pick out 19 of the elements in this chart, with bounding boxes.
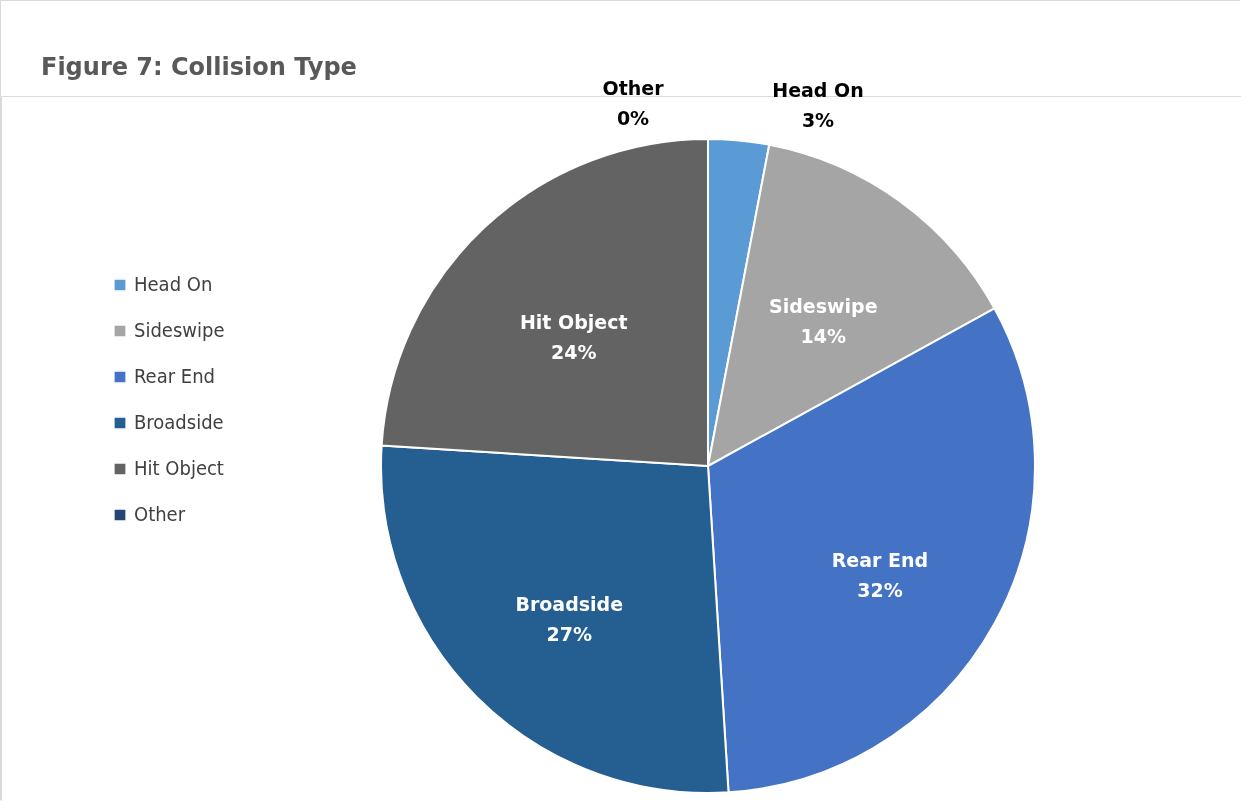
legend-label: Sideswipe (134, 318, 225, 342)
slice-label: Sideswipe (769, 295, 878, 318)
text: 0% (616, 107, 650, 129)
legend-label: Other (134, 502, 186, 526)
data-label: 27% (546, 622, 593, 645)
category-label: Other (602, 77, 664, 99)
legend-label: Broadside (134, 410, 224, 434)
slice-label: Broadside (515, 592, 624, 615)
legend-label: Rear End (134, 364, 216, 388)
data-label: 32% (857, 578, 903, 601)
slice-label: Hit Object (519, 310, 628, 333)
data-label: 14% (800, 325, 847, 348)
chart-title: Figure 7: Collision Type (41, 53, 357, 81)
legend-label: Hit Object (134, 456, 224, 480)
slice-label: Head On (772, 78, 864, 101)
data-label: 24% (550, 340, 597, 363)
legend-label: Head On (134, 272, 213, 296)
slice-label: Rear End (831, 548, 929, 571)
data-label: 3% (801, 108, 835, 131)
